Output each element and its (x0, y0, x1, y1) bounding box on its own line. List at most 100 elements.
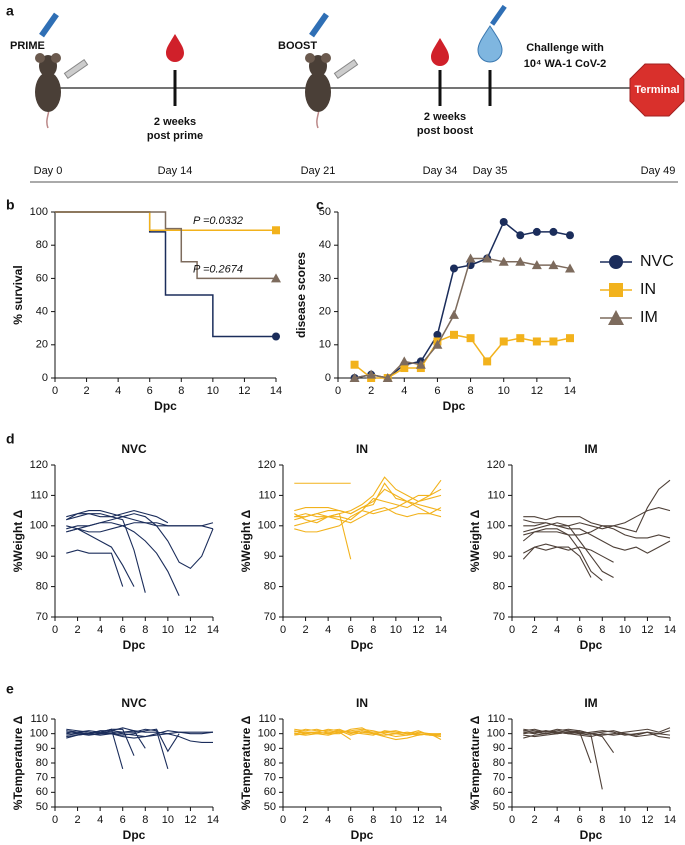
axis-line (511, 465, 670, 618)
mouse-icon (35, 53, 61, 129)
marker (499, 217, 508, 226)
y-tick-label: 90 (493, 550, 505, 562)
x-tick-label: 14 (664, 624, 676, 636)
day-label: Day 21 (301, 165, 336, 177)
y-tick-label: 90 (36, 550, 48, 562)
y-axis-label: %Weight Δ (239, 509, 253, 572)
x-tick-label: 0 (52, 624, 58, 636)
y-tick-label: 20 (319, 306, 331, 318)
y-tick-label: 60 (36, 786, 48, 798)
series-line (66, 522, 214, 533)
marker (272, 226, 280, 235)
x-tick-label: 8 (599, 814, 605, 826)
bleed-label: 2 weeks (424, 111, 466, 123)
x-tick-label: 12 (641, 814, 653, 826)
y-tick-label: 50 (264, 801, 276, 813)
x-tick-label: 6 (577, 624, 583, 636)
y-tick-label: 70 (493, 611, 505, 623)
x-tick-label: 8 (370, 624, 376, 636)
marker (350, 360, 359, 369)
series-line (354, 257, 571, 379)
x-tick-label: 6 (348, 814, 354, 826)
y-tick-label: 0 (42, 372, 48, 384)
marker (531, 260, 542, 270)
x-tick-label: 4 (325, 624, 331, 636)
marker (566, 334, 574, 343)
series-line (522, 543, 614, 563)
y-tick-label: 10 (319, 339, 331, 351)
series-line (523, 728, 603, 790)
marker (449, 309, 459, 319)
marker (516, 334, 525, 343)
x-tick-label: 8 (178, 385, 184, 397)
series-line (294, 728, 442, 741)
series-line (66, 549, 124, 587)
y-tick-label: 90 (493, 742, 505, 754)
marker (271, 273, 281, 283)
y-tick-label: 100 (487, 520, 505, 532)
marker (382, 373, 393, 382)
chart-title: NVC (121, 442, 147, 456)
x-tick-label: 2 (368, 385, 374, 397)
marker (349, 373, 360, 382)
marker (415, 359, 426, 369)
y-tick-label: 100 (258, 520, 276, 532)
pipette-icon (309, 12, 329, 38)
x-tick-label: 6 (577, 814, 583, 826)
x-tick-label: 12 (641, 624, 653, 636)
x-tick-label: 2 (84, 385, 90, 397)
x-tick-label: 14 (664, 814, 676, 826)
prime-label: PRIME (10, 40, 45, 52)
x-tick-label: 14 (207, 624, 219, 636)
mouse-icon (305, 53, 331, 129)
series-line (294, 494, 442, 527)
bleed-label: 2 weeks (154, 116, 196, 128)
x-tick-label: 10 (390, 624, 402, 636)
y-tick-label: 90 (264, 550, 276, 562)
series-line (66, 730, 214, 739)
marker (515, 256, 526, 266)
series-line (294, 728, 442, 736)
x-tick-label: 8 (370, 814, 376, 826)
y-tick-label: 110 (487, 713, 505, 725)
series-line (294, 728, 441, 736)
x-tick-label: 6 (348, 624, 354, 636)
marker (498, 256, 509, 266)
y-tick-label: 100 (30, 206, 48, 218)
y-tick-label: 60 (36, 272, 48, 284)
series-line (523, 522, 614, 578)
series-line (66, 730, 213, 744)
pipette-icon (39, 12, 59, 38)
x-tick-label: 4 (97, 624, 103, 636)
x-tick-label: 8 (142, 624, 148, 636)
chart-title: IN (356, 442, 368, 456)
y-tick-label: 110 (258, 489, 276, 501)
y-axis-label: % survival (11, 265, 25, 324)
legend-marker (608, 310, 624, 325)
x-tick-label: 4 (97, 814, 103, 826)
x-tick-label: 10 (498, 385, 510, 397)
y-tick-label: 100 (30, 728, 48, 740)
marker (433, 330, 442, 339)
syringe-icon (333, 58, 359, 80)
series-line (66, 728, 180, 753)
pipette-icon (490, 4, 507, 26)
legend-label: IM (640, 309, 658, 326)
x-tick-label: 6 (434, 385, 440, 397)
x-tick-label: 2 (303, 624, 309, 636)
x-tick-label: 0 (335, 385, 341, 397)
x-tick-label: 12 (238, 385, 250, 397)
y-tick-label: 80 (36, 581, 48, 593)
x-tick-label: 2 (75, 814, 81, 826)
x-axis-label: Dpc (123, 828, 146, 842)
x-tick-label: 12 (412, 814, 424, 826)
marker (400, 364, 409, 373)
marker (516, 231, 525, 240)
axis-line (54, 465, 213, 618)
marker (565, 263, 575, 273)
terminal-label: Terminal (634, 84, 679, 96)
bleed-label: post prime (147, 130, 203, 142)
p-value-annotation: P =0.0332 (193, 215, 243, 227)
y-tick-label: 40 (319, 239, 331, 251)
chart-title: IM (584, 696, 597, 710)
